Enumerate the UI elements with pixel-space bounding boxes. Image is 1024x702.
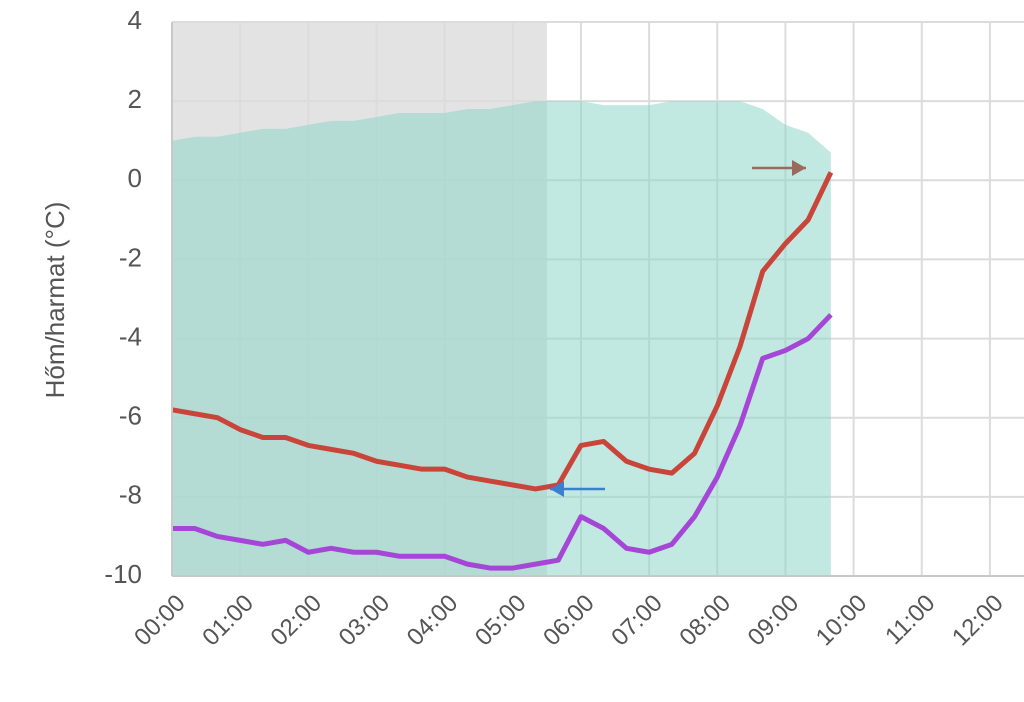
x-tick-label: 01:00 [197, 590, 259, 652]
x-tick-label: 00:00 [129, 590, 191, 652]
line [171, 171, 834, 492]
line [172, 313, 833, 571]
x-tick-label: 07:00 [606, 590, 668, 652]
x-tick-label: 09:00 [743, 590, 805, 652]
area [172, 101, 831, 577]
y-axis-label: Hőm/harmat (°C) [40, 202, 70, 399]
arrow-head [792, 160, 806, 176]
arrow-head [550, 481, 564, 497]
x-tick-label: 03:00 [334, 590, 396, 652]
y-tick-label: -8 [119, 480, 142, 510]
y-tick-label: -6 [119, 401, 142, 431]
x-tick-label: 05:00 [470, 590, 532, 652]
y-tick-label: -4 [119, 321, 142, 351]
x-tick-label: 10:00 [811, 590, 873, 652]
x-tick-label: 08:00 [674, 590, 736, 652]
y-tick-label: -2 [119, 242, 142, 272]
x-tick-label: 06:00 [538, 590, 600, 652]
y-tick-label: 2 [128, 84, 142, 114]
y-tick-label: 0 [128, 163, 142, 193]
x-tick-label: 11:00 [880, 590, 940, 650]
x-tick-label: 04:00 [402, 590, 464, 652]
x-tick-label: 12:00 [947, 590, 1009, 652]
x-tick-label: 02:00 [265, 590, 327, 652]
y-tick-label: 4 [128, 5, 142, 35]
y-tick-label: -10 [104, 559, 142, 589]
